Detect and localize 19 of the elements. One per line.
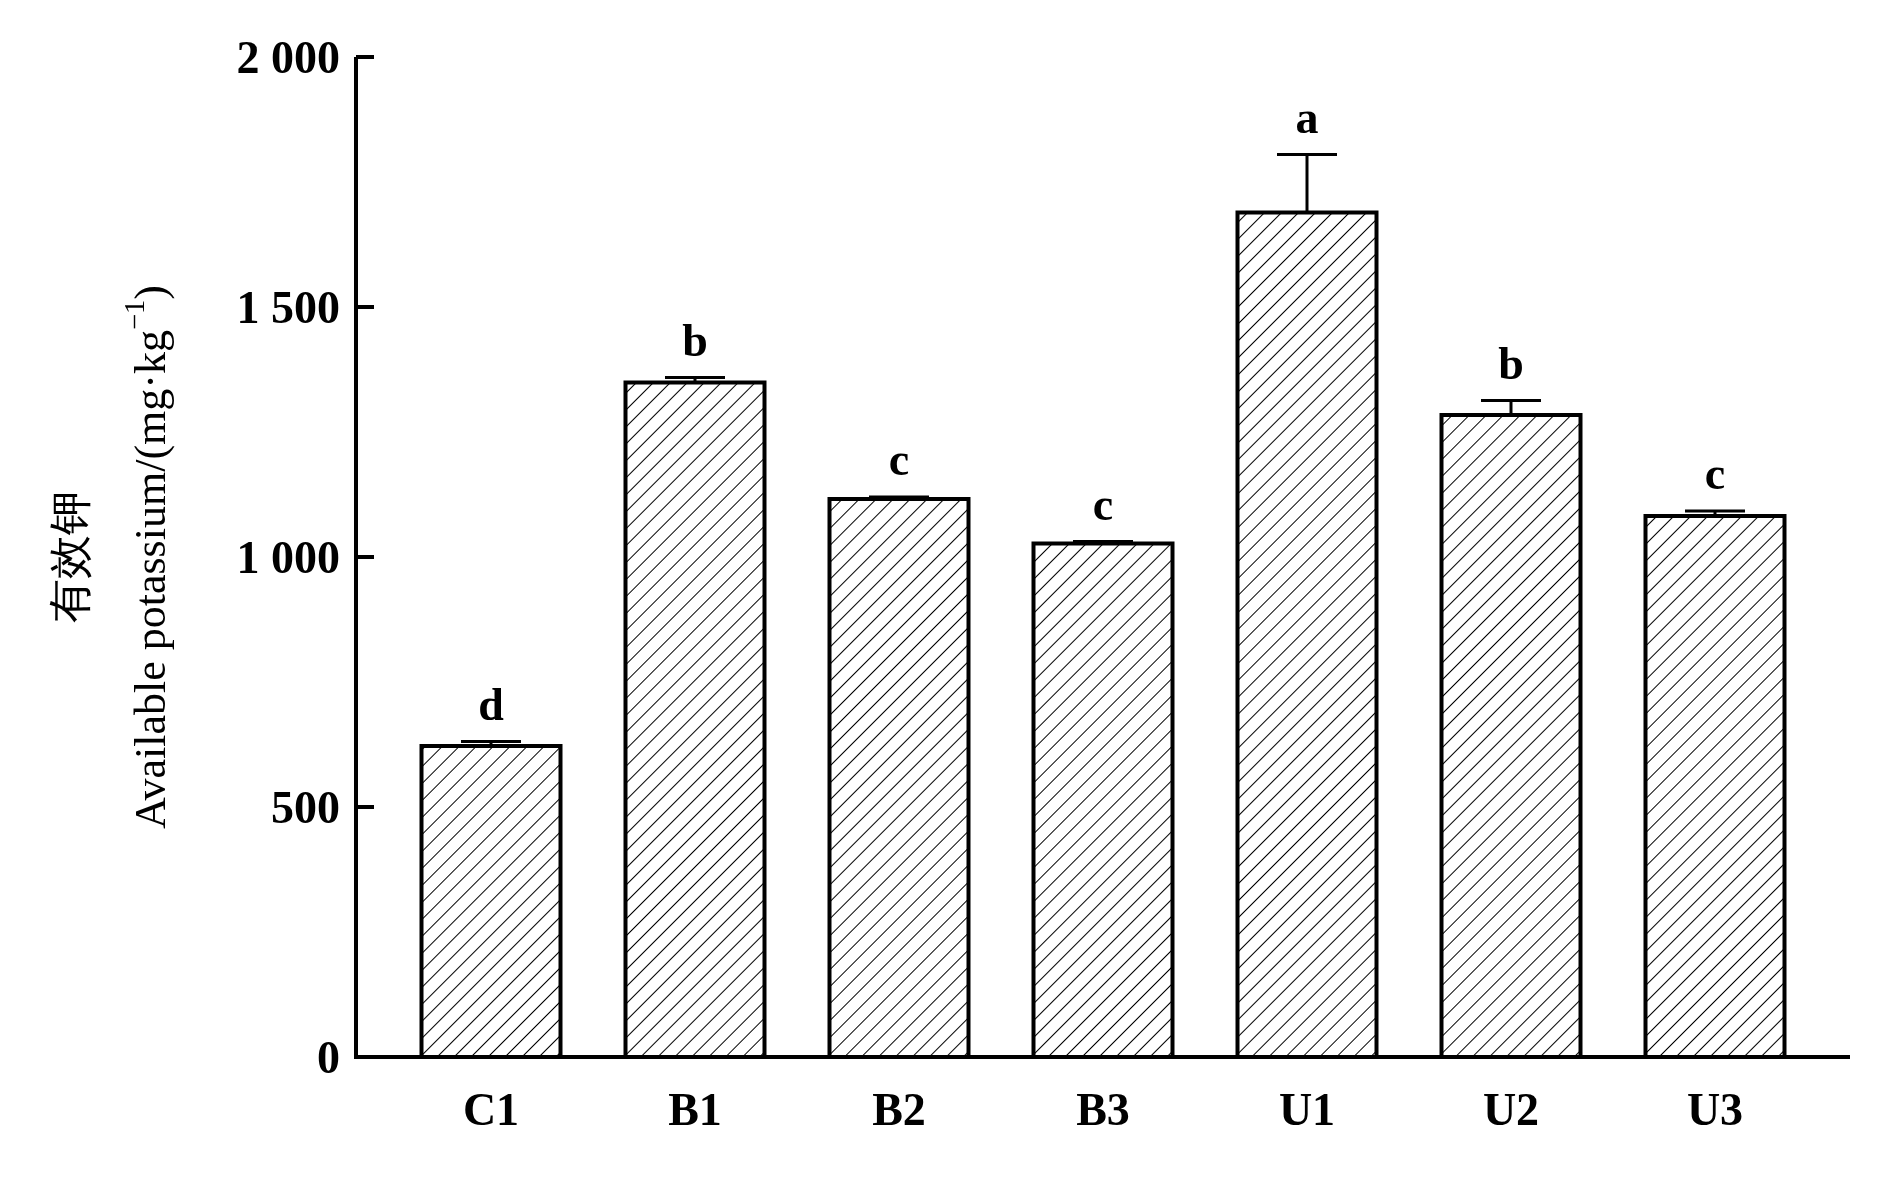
- x-tick-label: U2: [1482, 1083, 1540, 1135]
- x-tick-label: U3: [1686, 1083, 1744, 1135]
- y-tick-label: 500: [271, 781, 340, 833]
- annotation: b: [682, 314, 708, 366]
- annotation: a: [1295, 91, 1319, 143]
- annotation: d: [478, 678, 505, 730]
- annotation: c: [888, 434, 910, 485]
- y-tick-label: 1 500: [236, 281, 340, 333]
- x-tick-label: B1: [668, 1083, 722, 1135]
- y-tick-label: 0: [317, 1031, 340, 1083]
- y-tick-label: 1 000: [236, 531, 340, 583]
- x-tick-label: C1: [462, 1083, 520, 1135]
- y-tick-label: 2 000: [236, 31, 340, 83]
- x-tick-label: U1: [1278, 1083, 1336, 1135]
- annotation: c: [1704, 448, 1726, 499]
- annotation: c: [1092, 478, 1114, 530]
- annotation: b: [1498, 337, 1524, 389]
- x-tick-label: B2: [872, 1083, 926, 1135]
- x-tick-label: B3: [1076, 1083, 1130, 1135]
